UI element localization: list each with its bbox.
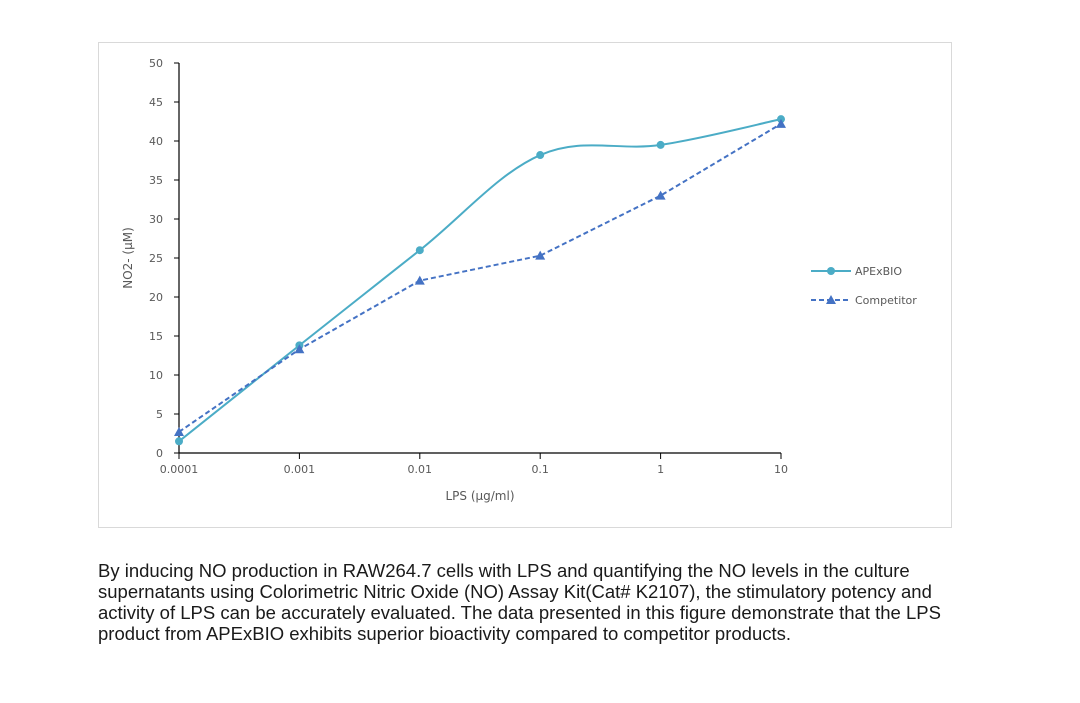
data-point-competitor [174,426,184,436]
chart-legend: APExBIO Competitor [811,265,917,307]
chart-series [174,115,786,446]
y-axis-title: NO2- (μM) [121,227,135,289]
legend-label: Competitor [855,294,917,307]
y-tick-label: 35 [149,174,163,187]
x-axis-title: LPS (μg/ml) [445,489,514,503]
series-line-competitor [178,122,782,433]
data-point-apexbio [175,437,183,446]
x-tick-label: 10 [774,463,788,476]
y-tick-label: 30 [149,213,163,226]
y-tick-label: 0 [156,447,163,460]
x-tick-label: 0.0001 [160,463,199,476]
data-point-competitor [535,250,546,260]
data-point-competitor [414,275,425,285]
y-tick-label: 45 [149,96,163,109]
y-tick-label: 40 [149,135,163,148]
chart-axes: 0 5 10 15 20 25 30 35 40 45 50 0.0001 0.001 0.01 0.1 1 1… [149,57,788,476]
series-line-apexbio [178,118,782,443]
legend-marker-apexbio [827,267,835,275]
data-point-apexbio [536,151,545,160]
data-point-apexbio [415,246,424,255]
data-point-competitor [655,190,666,200]
x-tick-label: 0.1 [531,463,549,476]
legend-marker-competitor [826,295,836,304]
x-tick-label: 0.01 [408,463,433,476]
data-point-competitor [294,344,305,354]
y-tick-label: 20 [149,291,163,304]
y-tick-label: 5 [156,408,163,421]
chart-frame: 0 5 10 15 20 25 30 35 40 45 50 0.0001 0.001 0.01 0.1 1 1… [98,42,952,528]
x-tick-label: 0.001 [284,463,316,476]
figure-caption: By inducing NO production in RAW264.7 ce… [98,560,941,644]
y-tick-label: 25 [149,252,163,265]
y-tick-label: 50 [149,57,163,70]
x-tick-label: 1 [657,463,664,476]
y-tick-label: 10 [149,369,163,382]
data-point-apexbio [656,140,665,149]
y-tick-label: 15 [149,330,163,343]
nitric-oxide-chart: 0 5 10 15 20 25 30 35 40 45 50 0.0001 0.001 0.01 0.1 1 1… [121,57,917,503]
legend-label: APExBIO [855,265,902,278]
data-point-competitor [776,118,786,128]
